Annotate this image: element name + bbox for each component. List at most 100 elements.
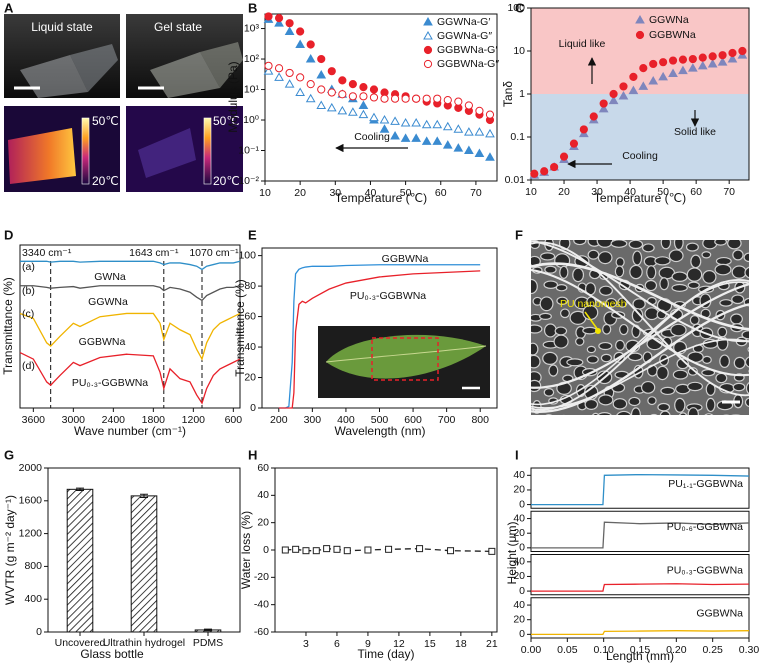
y-axis-label: WVTR (g m⁻² day⁻¹)	[3, 495, 17, 605]
marker	[296, 27, 305, 36]
sem-pore	[731, 414, 741, 415]
marker	[727, 54, 738, 63]
panel-letter: B	[248, 0, 257, 15]
marker	[359, 83, 368, 92]
thermal-object	[138, 128, 196, 178]
y-tick-label: 40	[513, 469, 525, 481]
sem-pore	[641, 243, 655, 253]
y-tick-label: 20	[513, 484, 525, 496]
sem-pore	[605, 297, 618, 308]
marker	[738, 46, 747, 56]
y-tick-label: 60	[257, 462, 269, 474]
x-tick-label: 0.25	[702, 644, 723, 656]
annotation: PU nanomesh	[560, 298, 627, 310]
marker	[284, 79, 295, 88]
x-tick-label: 9	[365, 638, 371, 650]
sem-pore	[572, 267, 585, 283]
marker	[274, 64, 284, 73]
x-tick-label: Ultrathin hydrogel	[103, 637, 185, 649]
x-tick-label: 600	[225, 414, 243, 426]
sem-pore	[719, 299, 733, 307]
x-axis-label: Glass bottle	[80, 647, 144, 661]
sem-pore	[629, 264, 643, 280]
sem-pore	[598, 285, 613, 296]
series-label: GWNa	[94, 271, 126, 283]
legend-label: GGBWNa-G″	[437, 58, 499, 70]
y-tick-label: 10⁻¹	[238, 144, 259, 156]
vial	[150, 52, 220, 98]
marker	[306, 80, 315, 89]
y-axis-label: Modulus (Pa)	[226, 61, 240, 132]
panel-letter: H	[248, 447, 257, 462]
sem-pore	[612, 398, 628, 410]
leaf	[326, 334, 486, 379]
series-tag: (c)	[22, 308, 34, 320]
sem-pore	[660, 240, 672, 250]
marker	[421, 119, 432, 129]
annotation: Cooling	[622, 150, 658, 162]
sem-pore	[732, 382, 746, 392]
y-tick-label: 10²	[244, 53, 260, 65]
sem-pore	[632, 250, 643, 266]
sem-pore	[705, 397, 716, 413]
marker	[348, 80, 357, 89]
marker	[453, 124, 464, 133]
series-line	[531, 473, 750, 506]
marker	[333, 545, 341, 553]
series-line	[531, 521, 750, 549]
sem-pore	[596, 240, 614, 248]
x-tick-label: Uncovered	[55, 637, 106, 649]
sem-pore	[586, 345, 597, 354]
x-tick-label: 3600	[22, 414, 46, 426]
sem-pore	[543, 323, 557, 338]
series-line	[20, 285, 241, 302]
vial	[70, 44, 118, 92]
sem-pore	[750, 284, 761, 298]
marker	[285, 19, 294, 28]
marker	[364, 546, 372, 554]
error-bar	[204, 628, 212, 632]
region	[531, 94, 749, 180]
marker	[326, 102, 337, 112]
sem-pore	[628, 396, 641, 407]
vial	[200, 42, 243, 88]
sem-pore	[704, 413, 714, 415]
marker	[668, 68, 678, 77]
annotation: Cooling	[354, 131, 390, 143]
marker	[697, 60, 708, 70]
y-tick-label: 20	[257, 516, 269, 528]
marker	[687, 63, 698, 72]
sem-pore	[539, 296, 554, 312]
series-label: PU₁.₁-GGBWNa	[668, 478, 743, 490]
annotation: Solid like	[674, 126, 716, 138]
sem-pore	[556, 296, 569, 306]
sem-pore	[566, 358, 584, 367]
reference-label: 1643 cm⁻¹	[129, 247, 179, 259]
marker	[688, 54, 697, 64]
colorbar	[203, 117, 212, 185]
legend-marker	[635, 30, 645, 40]
marker	[385, 545, 393, 553]
marker	[323, 545, 331, 553]
marker	[453, 143, 464, 152]
y-tick-label: -20	[254, 571, 269, 583]
sem-pore	[647, 396, 657, 406]
sem-pore	[631, 308, 644, 323]
x-tick-label: 21	[486, 638, 498, 650]
y-tick-label: 80	[244, 280, 256, 292]
series-tag: (b)	[22, 285, 35, 297]
y-tick-label: 1	[519, 88, 525, 100]
sem-pore	[640, 380, 656, 394]
marker	[274, 18, 284, 27]
sem-pore	[701, 251, 712, 259]
x-axis-label: Time (day)	[358, 647, 415, 661]
sem-fiber	[531, 338, 749, 409]
y-tick-label: 0	[36, 626, 42, 638]
marker	[400, 117, 411, 127]
marker	[390, 130, 400, 140]
sem-pore	[732, 249, 744, 261]
series-tag: (a)	[22, 261, 35, 273]
marker	[411, 117, 422, 127]
sem-pore	[597, 251, 613, 265]
x-tick-label: 400	[337, 414, 355, 426]
